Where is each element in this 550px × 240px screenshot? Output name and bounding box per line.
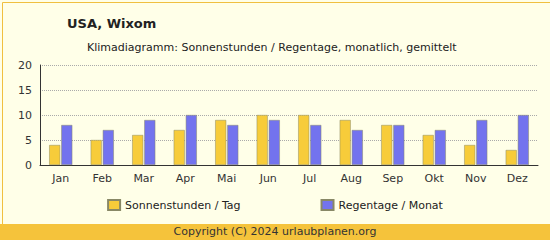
svg-text:Klimadiagramm: Sonnenstunden /: Klimadiagramm: Sonnenstunden / Regentage… xyxy=(87,41,457,54)
svg-text:Mar: Mar xyxy=(133,172,154,185)
svg-text:Feb: Feb xyxy=(93,172,112,185)
svg-text:Regentage / Monat: Regentage / Monat xyxy=(339,199,444,212)
svg-text:Mai: Mai xyxy=(217,172,236,185)
svg-text:Sep: Sep xyxy=(382,172,403,185)
svg-text:Jan: Jan xyxy=(51,172,69,185)
svg-text:Dez: Dez xyxy=(507,172,528,185)
svg-text:Aug: Aug xyxy=(341,172,362,185)
svg-text:5: 5 xyxy=(25,134,32,147)
svg-text:15: 15 xyxy=(18,84,32,97)
svg-text:20: 20 xyxy=(18,59,32,72)
svg-text:Jun: Jun xyxy=(259,172,277,185)
svg-text:Jul: Jul xyxy=(302,172,316,185)
svg-text:USA, Wixom: USA, Wixom xyxy=(67,16,156,31)
svg-text:Apr: Apr xyxy=(176,172,196,185)
svg-text:Okt: Okt xyxy=(425,172,445,185)
svg-text:Copyright (C) 2024 urlaubplane: Copyright (C) 2024 urlaubplanen.org xyxy=(174,225,377,238)
svg-text:Sonnenstunden / Tag: Sonnenstunden / Tag xyxy=(125,199,240,212)
svg-text:0: 0 xyxy=(25,159,32,172)
svg-text:10: 10 xyxy=(18,109,32,122)
svg-text:Nov: Nov xyxy=(465,172,487,185)
